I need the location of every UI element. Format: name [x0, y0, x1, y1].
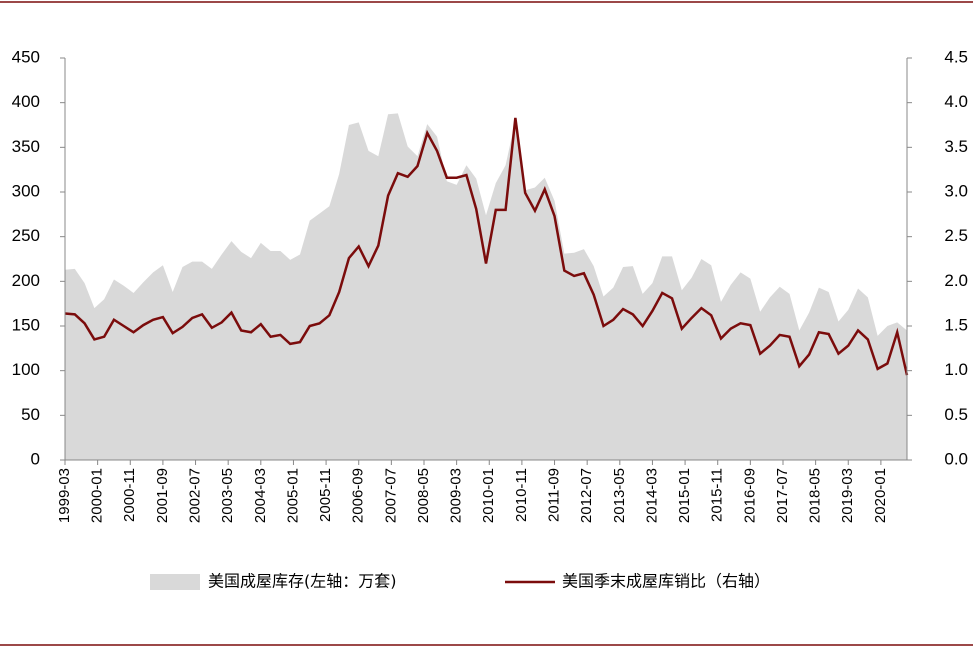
x-tick-label: 2011-09	[546, 468, 563, 522]
x-tick-label: 2006-09	[350, 468, 367, 523]
legend-label: 美国季末成屋库销比（右轴）	[562, 572, 770, 591]
x-tick-label: 2019-03	[839, 468, 856, 523]
x-tick-label: 2010-11	[513, 468, 530, 522]
legend-label: 美国成屋库存(左轴：万套)	[208, 572, 397, 591]
x-tick-label: 2003-05	[219, 468, 236, 523]
y-tick-label: 150	[12, 315, 40, 334]
y-tick-label: 100	[12, 360, 40, 379]
y2-tick-label: 4.0	[944, 92, 968, 111]
x-tick-label: 2009-03	[448, 468, 465, 523]
x-tick-label: 2000-01	[89, 468, 106, 523]
y-tick-label: 300	[12, 181, 40, 200]
y2-tick-label: 3.0	[944, 181, 968, 200]
x-tick-label: 2013-05	[611, 468, 628, 523]
x-tick-label: 2018-05	[807, 468, 824, 523]
x-tick-label: 2012-07	[578, 468, 595, 523]
line	[64, 117, 909, 376]
area	[65, 113, 907, 461]
x-tick-label: 2007-07	[382, 468, 399, 523]
x-tick-label: 2015-11	[709, 468, 726, 522]
x-tick-label: 2001-09	[154, 468, 171, 523]
y-tick-label: 400	[12, 92, 40, 111]
y-tick-label: 50	[21, 405, 40, 424]
y-tick-label: 350	[12, 137, 40, 156]
x-tick-label: 1999-03	[56, 468, 73, 523]
y2-tick-label: 2.0	[944, 271, 968, 290]
x-tick-label: 2004-03	[252, 468, 269, 523]
y2-tick-label: 2.5	[944, 226, 968, 245]
y2-tick-label: 4.5	[944, 47, 968, 66]
x-tick-label: 2014-03	[643, 468, 660, 523]
x-tick-label: 2005-01	[284, 468, 301, 523]
x-tick-label: 2005-11	[317, 468, 334, 522]
y2-tick-label: 3.5	[944, 137, 968, 156]
y-tick-label: 250	[12, 226, 40, 245]
x-tick-label: 2010-01	[480, 468, 497, 523]
x-tick-label: 2000-11	[121, 468, 138, 522]
legend-swatch	[150, 574, 200, 590]
y2-tick-label: 1.5	[944, 315, 968, 334]
x-tick-label: 2017-07	[774, 468, 791, 523]
x-tick-label: 2002-07	[187, 468, 204, 523]
y2-tick-label: 0.5	[944, 405, 968, 424]
x-tick-label: 2016-09	[741, 468, 758, 523]
y-tick-label: 200	[12, 271, 40, 290]
y2-tick-label: 0.0	[944, 449, 968, 468]
x-tick-label: 2015-01	[676, 468, 693, 523]
y-tick-label: 450	[12, 47, 40, 66]
x-tick-label: 2008-05	[415, 468, 432, 523]
x-tick-label: 2020-01	[872, 468, 889, 523]
y-tick-label: 0	[31, 449, 40, 468]
y2-tick-label: 1.0	[944, 360, 968, 379]
